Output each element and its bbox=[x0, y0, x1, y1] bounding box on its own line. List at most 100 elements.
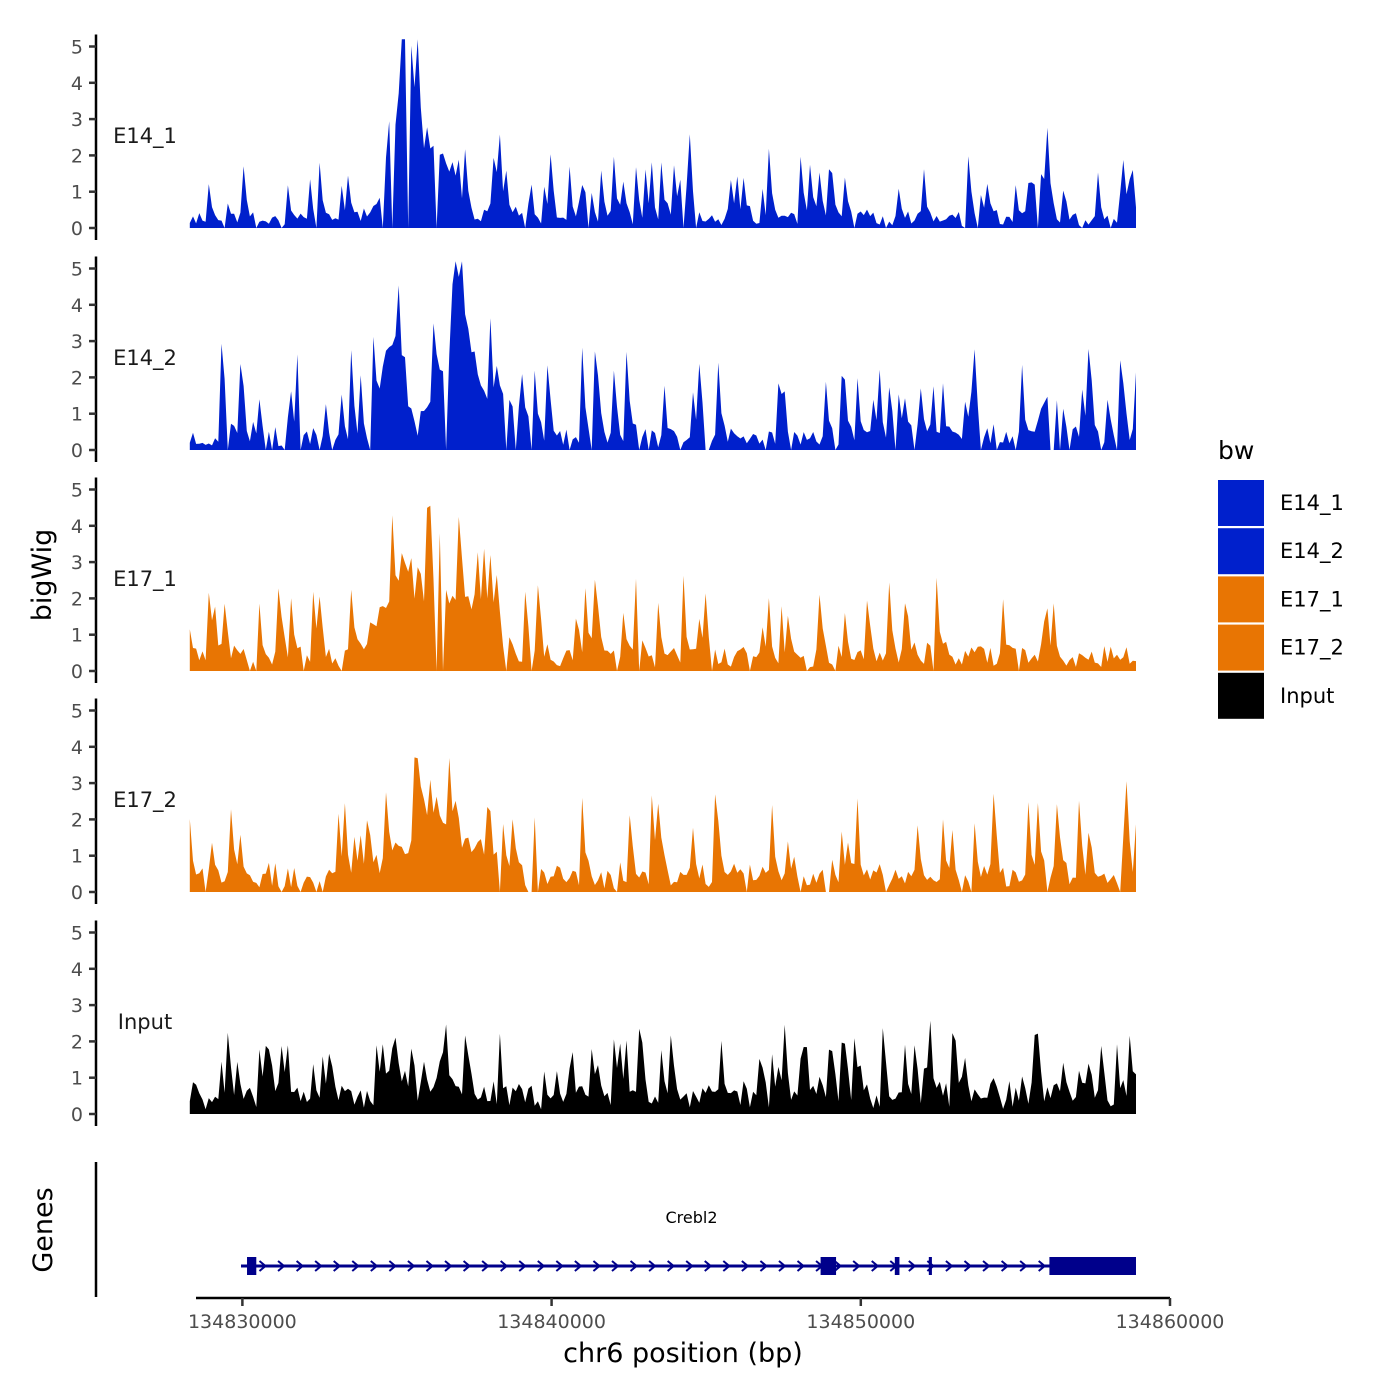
y-tick-label: 1 bbox=[71, 404, 83, 426]
y-tick-label: 1 bbox=[71, 1068, 83, 1090]
gene-exon bbox=[247, 1257, 257, 1275]
y-tick-label: 0 bbox=[71, 440, 83, 462]
strand-arrow bbox=[871, 1260, 880, 1272]
y-axis-title: bigWig bbox=[27, 529, 58, 622]
strand-arrow bbox=[1019, 1260, 1028, 1272]
strand-arrow bbox=[666, 1260, 676, 1272]
legend-title: bw bbox=[1218, 436, 1254, 465]
strand-arrow bbox=[537, 1260, 546, 1272]
gene-model: Crebl2 bbox=[241, 1208, 1136, 1275]
strand-arrow bbox=[982, 1260, 991, 1272]
track-label: E14_1 bbox=[113, 124, 177, 149]
strand-arrow bbox=[833, 1260, 843, 1272]
y-tick-label: 3 bbox=[71, 109, 83, 131]
y-tick-label: 4 bbox=[71, 295, 83, 317]
legend-item-e17-2: E17_2 bbox=[1218, 624, 1344, 671]
y-tick-label: 5 bbox=[71, 37, 83, 59]
signal-area bbox=[189, 757, 1137, 892]
strand-arrow bbox=[741, 1260, 750, 1272]
y-tick-label: 2 bbox=[71, 588, 83, 610]
y-tick-label: 0 bbox=[71, 218, 83, 240]
strand-arrow bbox=[759, 1260, 768, 1272]
strand-arrow bbox=[592, 1260, 601, 1272]
strand-arrow bbox=[1000, 1260, 1010, 1272]
y-tick-label: 4 bbox=[71, 516, 83, 538]
track-panel-e17-1: 0 1 2 3 4 5 E17_1 bbox=[71, 477, 1137, 683]
strand-arrow bbox=[500, 1260, 509, 1272]
strand-arrow bbox=[574, 1260, 583, 1272]
strand-arrow bbox=[518, 1260, 527, 1272]
legend: bw E14_1 E14_2 E17_1 E17_2 Input bbox=[1218, 436, 1344, 719]
strand-arrow bbox=[629, 1260, 639, 1272]
strand-arrow bbox=[444, 1260, 453, 1272]
strand-arrow bbox=[722, 1260, 731, 1272]
legend-label: Input bbox=[1280, 684, 1334, 708]
track-label: Input bbox=[118, 1010, 172, 1034]
legend-label: E17_1 bbox=[1280, 587, 1344, 612]
gene-name-label: Crebl2 bbox=[665, 1208, 717, 1227]
legend-item-e14-2: E14_2 bbox=[1218, 528, 1344, 575]
y-tick-label: 1 bbox=[71, 846, 83, 868]
track-panel-e14-2: 0 1 2 3 4 5 E14_2 bbox=[71, 256, 1137, 462]
signal-area bbox=[189, 505, 1137, 671]
y-tick-label: 5 bbox=[71, 259, 83, 281]
genes-panel: Genes Crebl2 bbox=[28, 1162, 1136, 1297]
strand-arrow bbox=[685, 1260, 694, 1272]
x-tick-label: 134850000 bbox=[806, 1311, 915, 1333]
strand-arrow bbox=[462, 1260, 472, 1272]
strand-arrow bbox=[407, 1260, 416, 1272]
y-tick-label: 5 bbox=[71, 923, 83, 945]
track-label: E14_2 bbox=[113, 346, 177, 371]
gene-exon bbox=[1049, 1257, 1136, 1275]
track-panel-e14-1: 0 1 2 3 4 5 E14_1 bbox=[71, 34, 1137, 240]
strand-arrow bbox=[333, 1260, 342, 1272]
strand-arrow bbox=[370, 1260, 379, 1272]
strand-arrow bbox=[945, 1260, 954, 1272]
signal-area bbox=[189, 39, 1137, 229]
legend-swatch bbox=[1218, 624, 1264, 671]
legend-item-input: Input bbox=[1218, 672, 1334, 719]
legend-swatch bbox=[1218, 528, 1264, 575]
legend-swatch bbox=[1218, 576, 1264, 623]
strand-arrow bbox=[258, 1260, 268, 1272]
x-tick-label: 134840000 bbox=[497, 1311, 606, 1333]
y-tick-label: 1 bbox=[71, 625, 83, 647]
legend-label: E14_2 bbox=[1280, 539, 1344, 564]
x-axis: 134830000 134840000 134850000 134860000 chr… bbox=[188, 1296, 1225, 1369]
y-tick-label: 3 bbox=[71, 552, 83, 574]
strand-arrow bbox=[295, 1260, 305, 1272]
strand-arrow bbox=[704, 1260, 713, 1272]
strand-arrow bbox=[388, 1260, 397, 1272]
gene-exon bbox=[894, 1257, 900, 1275]
track-panel-e17-2: 0 1 2 3 4 5 E17_2 bbox=[71, 698, 1137, 904]
gene-exon bbox=[820, 1257, 837, 1275]
strand-arrow bbox=[611, 1260, 620, 1272]
legend-items: E14_1 E14_2 E17_1 E17_2 Input bbox=[1218, 480, 1344, 719]
y-tick-label: 2 bbox=[71, 809, 83, 831]
strand-arrow bbox=[852, 1260, 861, 1272]
y-tick-label: 5 bbox=[71, 701, 83, 723]
y-tick-label: 2 bbox=[71, 367, 83, 389]
y-tick-label: 1 bbox=[71, 182, 83, 204]
genes-axis-title: Genes bbox=[28, 1187, 59, 1272]
strand-arrow bbox=[277, 1260, 286, 1272]
strand-arrow bbox=[314, 1260, 323, 1272]
signal-area bbox=[189, 261, 1137, 450]
y-tick-label: 4 bbox=[71, 959, 83, 981]
y-tick-label: 5 bbox=[71, 480, 83, 502]
y-tick-label: 3 bbox=[71, 773, 83, 795]
x-tick-label: 134860000 bbox=[1116, 1311, 1225, 1333]
strand-arrow bbox=[1038, 1260, 1047, 1272]
strand-arrow bbox=[425, 1260, 435, 1272]
strand-arrow bbox=[481, 1260, 490, 1272]
strand-arrow bbox=[778, 1260, 787, 1272]
y-tick-label: 4 bbox=[71, 73, 83, 95]
gene-exon bbox=[928, 1257, 932, 1275]
legend-item-e14-1: E14_1 bbox=[1218, 480, 1344, 526]
legend-swatch bbox=[1218, 672, 1264, 719]
y-tick-label: 0 bbox=[71, 1104, 83, 1126]
strand-arrow bbox=[555, 1260, 564, 1272]
y-tick-label: 2 bbox=[71, 145, 83, 167]
y-tick-label: 3 bbox=[71, 995, 83, 1017]
